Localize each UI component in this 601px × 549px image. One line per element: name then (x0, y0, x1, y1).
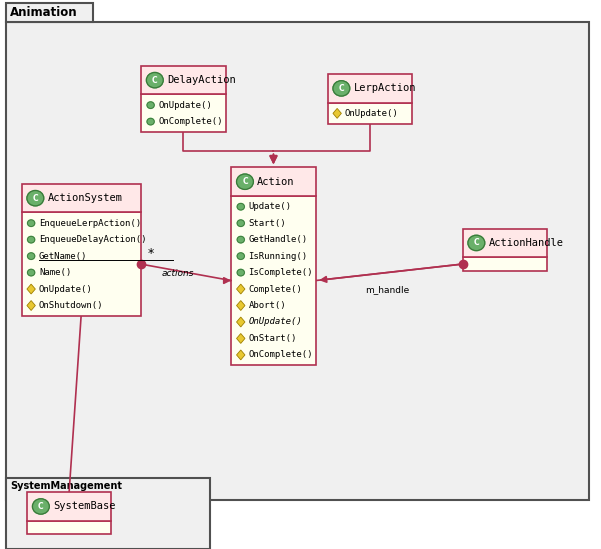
Text: Complete(): Complete() (249, 284, 302, 294)
Text: Update(): Update() (249, 202, 291, 211)
Text: OnShutdown(): OnShutdown() (39, 301, 103, 310)
Text: GetName(): GetName() (39, 251, 87, 261)
Polygon shape (237, 333, 245, 344)
Text: EnqueueLerpAction(): EnqueueLerpAction() (39, 219, 141, 228)
Text: GetHandle(): GetHandle() (249, 235, 308, 244)
Circle shape (237, 237, 245, 243)
Text: ActionSystem: ActionSystem (47, 193, 123, 203)
FancyBboxPatch shape (328, 103, 412, 124)
FancyBboxPatch shape (27, 520, 111, 535)
Text: C: C (338, 84, 344, 93)
Text: C: C (38, 502, 44, 511)
Text: Abort(): Abort() (249, 301, 286, 310)
Circle shape (28, 220, 35, 226)
FancyBboxPatch shape (22, 212, 141, 316)
Text: OnUpdate(): OnUpdate() (39, 284, 93, 294)
Text: C: C (32, 194, 38, 203)
Text: LerpAction: LerpAction (353, 83, 416, 93)
Polygon shape (333, 109, 341, 119)
Circle shape (32, 498, 49, 514)
Circle shape (147, 102, 154, 108)
Polygon shape (237, 317, 245, 327)
Polygon shape (237, 301, 245, 311)
FancyBboxPatch shape (22, 184, 141, 212)
FancyBboxPatch shape (328, 74, 412, 103)
Text: DelayAction: DelayAction (167, 75, 236, 85)
Circle shape (237, 220, 245, 226)
Text: SystemManagement: SystemManagement (10, 481, 122, 491)
FancyBboxPatch shape (6, 22, 589, 500)
FancyBboxPatch shape (141, 66, 225, 94)
Text: m_handle: m_handle (365, 285, 409, 295)
Circle shape (333, 81, 350, 96)
Text: OnUpdate(): OnUpdate() (159, 100, 212, 110)
Text: C: C (474, 238, 479, 248)
Text: OnStart(): OnStart() (249, 334, 297, 343)
Text: C: C (152, 76, 157, 85)
Text: IsComplete(): IsComplete() (249, 268, 313, 277)
Circle shape (237, 269, 245, 276)
Circle shape (147, 72, 163, 88)
Text: actions: actions (162, 269, 194, 278)
FancyBboxPatch shape (231, 196, 316, 365)
FancyBboxPatch shape (6, 478, 210, 549)
Text: EnqueueDelayAction(): EnqueueDelayAction() (39, 235, 147, 244)
Text: OnComplete(): OnComplete() (159, 117, 223, 126)
FancyBboxPatch shape (141, 94, 225, 132)
Text: OnUpdate(): OnUpdate() (345, 109, 398, 118)
Polygon shape (27, 284, 35, 294)
Polygon shape (237, 284, 245, 294)
FancyBboxPatch shape (231, 167, 316, 196)
Circle shape (237, 203, 245, 210)
Text: ActionHandle: ActionHandle (489, 238, 563, 248)
Circle shape (28, 270, 35, 276)
FancyBboxPatch shape (27, 492, 111, 520)
Circle shape (28, 237, 35, 243)
Polygon shape (27, 301, 35, 311)
Text: SystemBase: SystemBase (53, 501, 115, 512)
Text: C: C (242, 177, 248, 186)
Circle shape (468, 235, 485, 250)
Text: Action: Action (257, 177, 294, 187)
FancyBboxPatch shape (6, 3, 93, 22)
Circle shape (27, 191, 44, 206)
Text: IsRunning(): IsRunning() (249, 251, 308, 261)
Circle shape (147, 118, 154, 125)
Text: OnUpdate(): OnUpdate() (249, 317, 302, 327)
FancyBboxPatch shape (463, 257, 547, 271)
Circle shape (28, 253, 35, 259)
Text: Name(): Name() (39, 268, 71, 277)
Text: *: * (148, 247, 154, 260)
Text: Start(): Start() (249, 219, 286, 228)
Circle shape (237, 253, 245, 259)
Text: Animation: Animation (10, 6, 78, 19)
FancyBboxPatch shape (463, 228, 547, 257)
Text: OnComplete(): OnComplete() (249, 350, 313, 360)
Circle shape (237, 174, 254, 189)
Polygon shape (237, 350, 245, 360)
